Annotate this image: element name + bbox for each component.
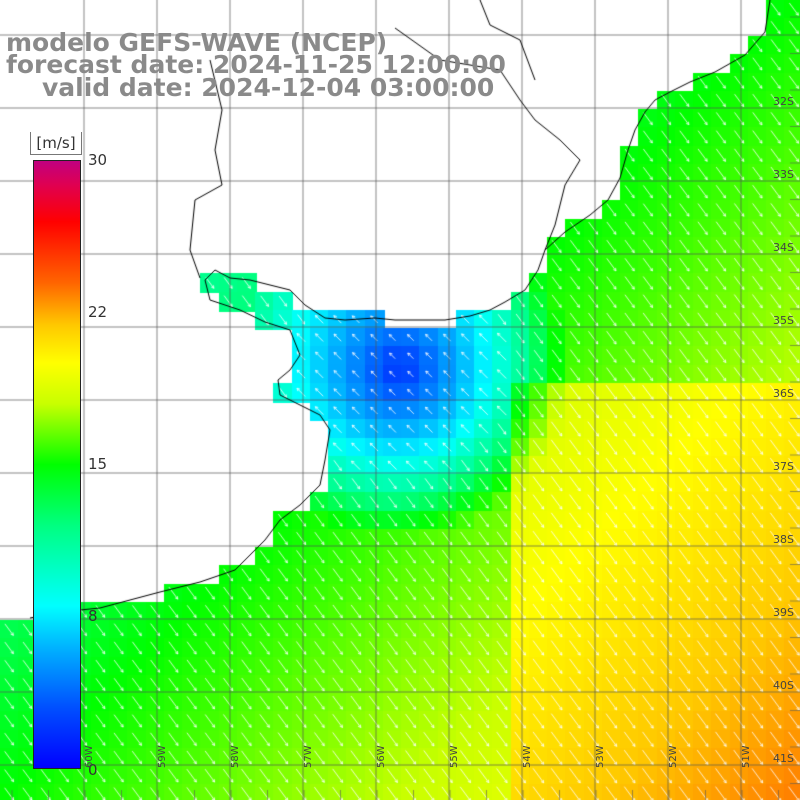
model-title: modelo GEFS-WAVE (NCEP) <box>6 28 388 57</box>
lat-label-38s: 38S <box>773 533 794 546</box>
lon-label-58w: 58W <box>230 745 241 768</box>
colorbar-tick-30: 30 <box>88 151 108 169</box>
lat-label-32s: 32S <box>773 95 794 108</box>
colorbar-tick-8: 8 <box>88 607 98 625</box>
colorbar-tick-0: 0 <box>88 761 98 779</box>
lat-label-40s: 40S <box>773 679 794 692</box>
lat-label-33s: 33S <box>773 168 794 181</box>
lat-label-37s: 37S <box>773 460 794 473</box>
colorbar-units: [m/s] <box>30 132 82 155</box>
lon-label-55w: 55W <box>449 745 460 768</box>
lat-label-41s: 41S <box>773 752 794 765</box>
lon-label-60w: 60W <box>84 745 95 768</box>
colorbar-tick-15: 15 <box>88 455 108 473</box>
lon-label-59w: 59W <box>157 745 168 768</box>
lon-label-56w: 56W <box>376 745 387 768</box>
colorbar-tick-22: 22 <box>88 303 108 321</box>
lat-label-39s: 39S <box>773 606 794 619</box>
colorbar <box>33 160 81 769</box>
lon-label-53w: 53W <box>595 745 606 768</box>
lon-label-57w: 57W <box>303 745 314 768</box>
lat-label-34s: 34S <box>773 241 794 254</box>
lon-label-51w: 51W <box>741 745 752 768</box>
lon-label-54w: 54W <box>522 745 533 768</box>
lat-label-35s: 35S <box>773 314 794 327</box>
lat-label-36s: 36S <box>773 387 794 400</box>
lon-label-52w: 52W <box>668 745 679 768</box>
valid-date: valid date: 2024-12-04 03:00:00 <box>42 73 495 102</box>
forecast-date: forecast date: 2024-11-25 12:00:00 <box>6 50 506 79</box>
